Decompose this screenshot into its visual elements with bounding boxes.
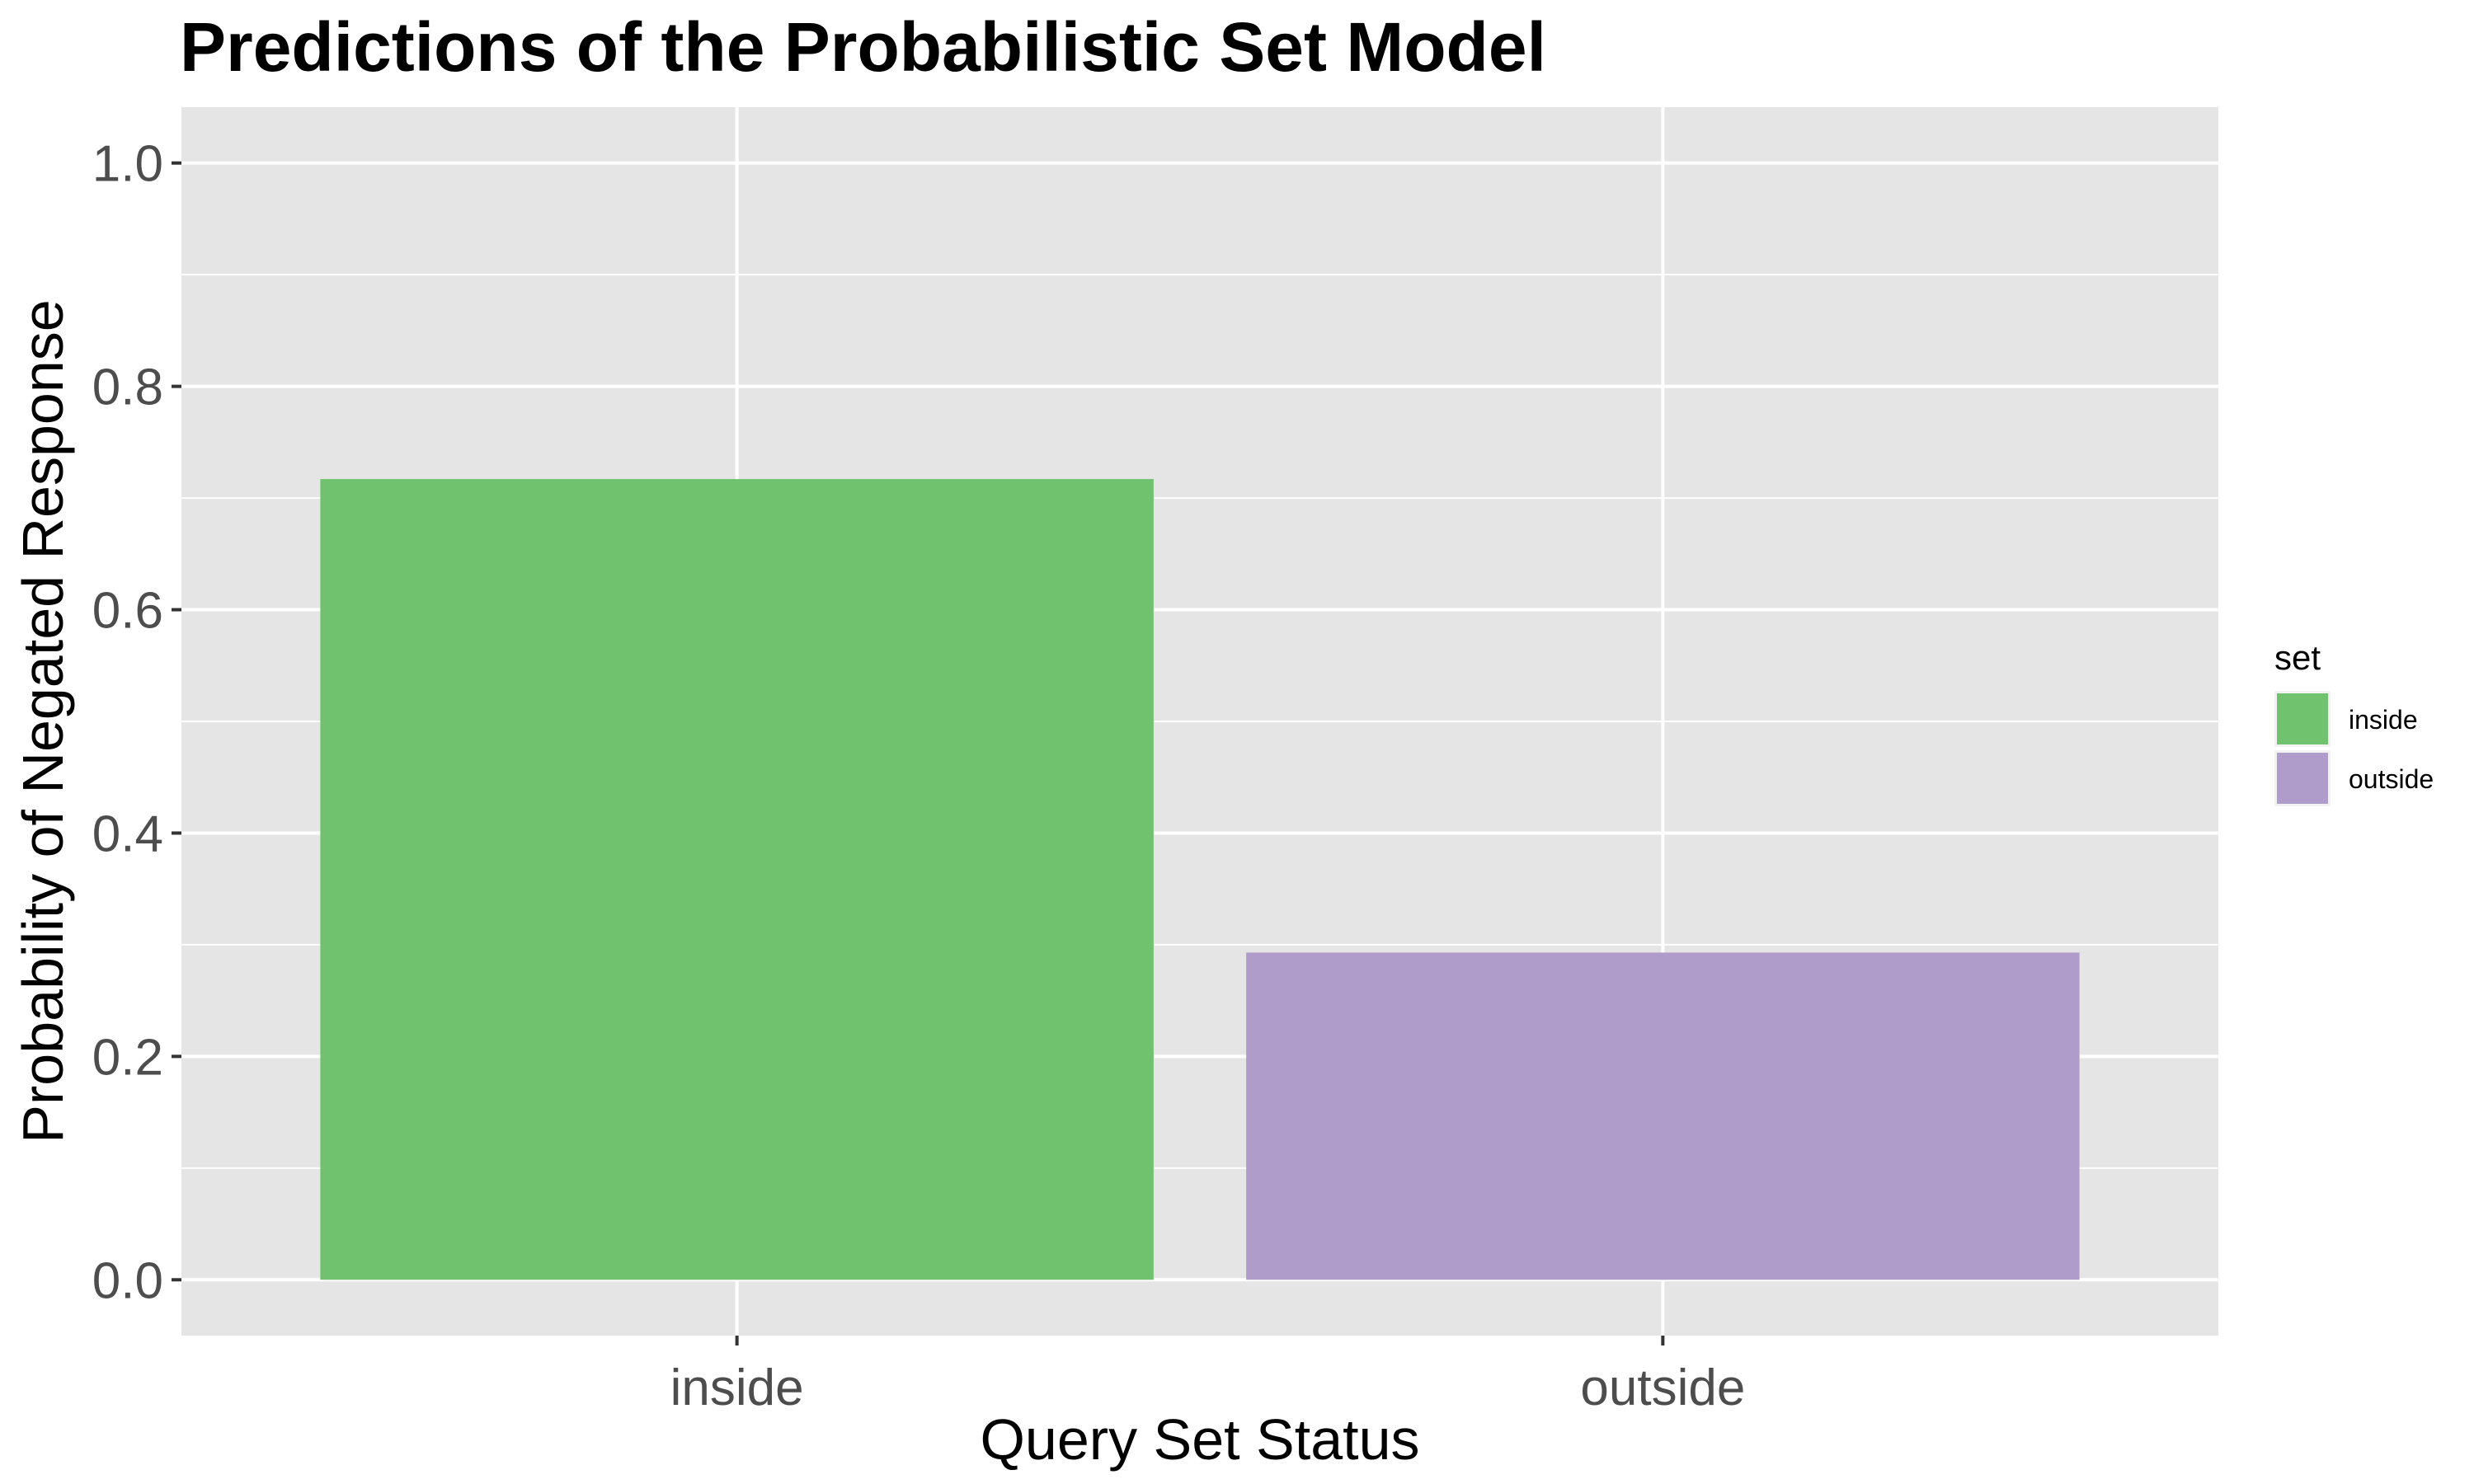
y-tick-label: 0.4 bbox=[92, 805, 163, 862]
x-tick-label: outside bbox=[1580, 1360, 1745, 1416]
y-axis-title: Probability of Negated Response bbox=[11, 299, 75, 1143]
x-axis: inside outside bbox=[670, 1336, 1745, 1416]
legend: set inside outside bbox=[2274, 638, 2434, 806]
chart-title: Predictions of the Probabilistic Set Mod… bbox=[180, 8, 1546, 86]
legend-label: inside bbox=[2349, 705, 2418, 735]
legend-entries: inside outside bbox=[2274, 691, 2434, 806]
x-axis-title: Query Set Status bbox=[980, 1407, 1419, 1472]
bars bbox=[320, 479, 2080, 1280]
y-tick-label: 0.2 bbox=[92, 1029, 163, 1086]
x-tick-label: inside bbox=[670, 1360, 804, 1416]
y-tick-label: 0.0 bbox=[92, 1252, 163, 1309]
bar-inside bbox=[320, 479, 1154, 1280]
legend-swatch-inside bbox=[2277, 693, 2328, 744]
legend-label: outside bbox=[2349, 764, 2434, 794]
legend-title: set bbox=[2274, 638, 2321, 677]
legend-swatch-outside bbox=[2277, 753, 2328, 804]
y-tick-label: 1.0 bbox=[92, 136, 163, 193]
y-axis: 0.0 0.2 0.4 0.6 0.8 1.0 bbox=[92, 136, 181, 1309]
y-tick-label: 0.6 bbox=[92, 583, 163, 640]
y-tick-label: 0.8 bbox=[92, 359, 163, 416]
bar-outside bbox=[1246, 952, 2080, 1280]
